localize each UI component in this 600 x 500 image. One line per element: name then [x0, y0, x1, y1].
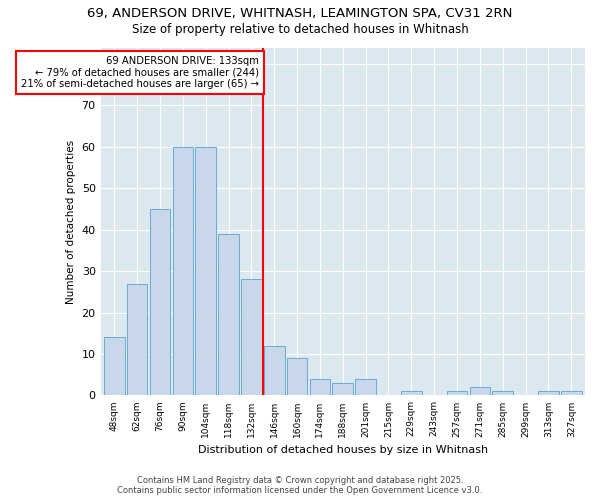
Bar — [104, 338, 125, 396]
Y-axis label: Number of detached properties: Number of detached properties — [66, 140, 76, 304]
X-axis label: Distribution of detached houses by size in Whitnash: Distribution of detached houses by size … — [198, 445, 488, 455]
Bar — [401, 392, 422, 396]
Bar — [447, 392, 467, 396]
Bar — [470, 387, 490, 396]
Text: Contains HM Land Registry data © Crown copyright and database right 2025.
Contai: Contains HM Land Registry data © Crown c… — [118, 476, 482, 495]
Bar — [538, 392, 559, 396]
Bar — [287, 358, 307, 396]
Text: 69, ANDERSON DRIVE, WHITNASH, LEAMINGTON SPA, CV31 2RN: 69, ANDERSON DRIVE, WHITNASH, LEAMINGTON… — [88, 8, 512, 20]
Bar — [310, 379, 330, 396]
Bar — [127, 284, 148, 396]
Text: 69 ANDERSON DRIVE: 133sqm
← 79% of detached houses are smaller (244)
21% of semi: 69 ANDERSON DRIVE: 133sqm ← 79% of detac… — [22, 56, 259, 89]
Bar — [332, 383, 353, 396]
Bar — [493, 392, 513, 396]
Bar — [196, 147, 216, 396]
Bar — [241, 280, 262, 396]
Bar — [355, 379, 376, 396]
Bar — [218, 234, 239, 396]
Bar — [173, 147, 193, 396]
Bar — [264, 346, 284, 396]
Bar — [149, 209, 170, 396]
Text: Size of property relative to detached houses in Whitnash: Size of property relative to detached ho… — [131, 22, 469, 36]
Bar — [561, 392, 581, 396]
